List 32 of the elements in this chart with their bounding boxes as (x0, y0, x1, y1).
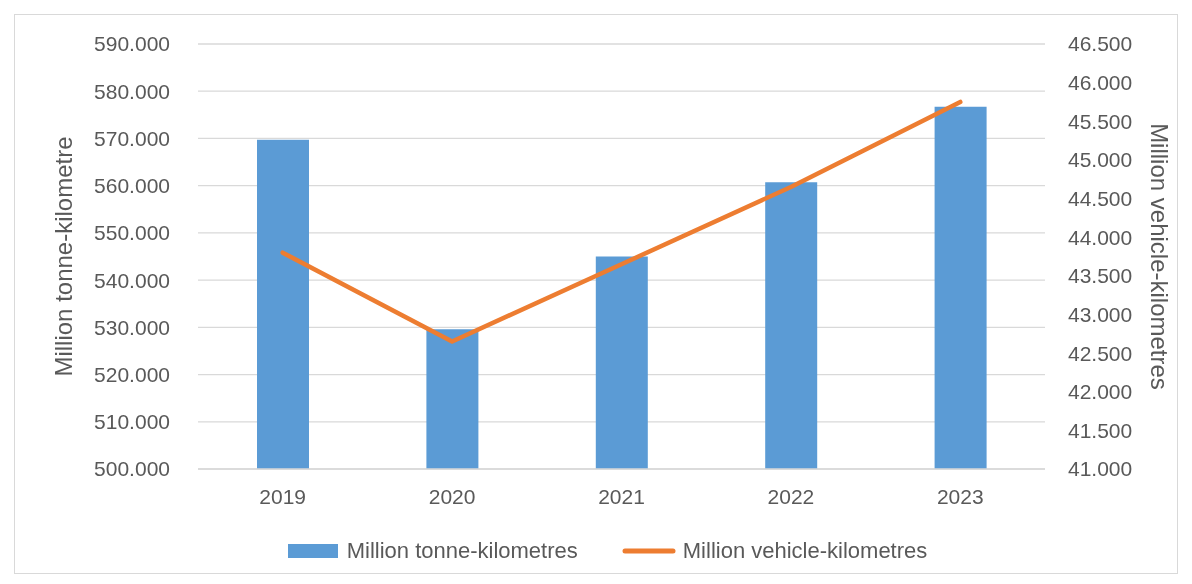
y-axis-title: Million tonne-kilometre (49, 136, 77, 377)
y2-tick-label: 41.500 (1068, 418, 1133, 442)
y2-tick-label: 41.000 (1068, 457, 1133, 481)
y2-tick-label: 46.000 (1068, 71, 1133, 95)
y2-tick-label: 42.000 (1068, 380, 1133, 404)
y2-tick-label: 44.500 (1068, 187, 1133, 210)
legend-label: Million vehicle-kilometres (682, 538, 928, 564)
x-tick-label: 2019 (259, 484, 307, 508)
legend-label: Million tonne-kilometres (346, 538, 578, 564)
y-tick-label: 500.000 (94, 457, 170, 481)
y2-tick-label: 42.500 (1068, 341, 1133, 365)
y2-axis-title: Million vehicle-kilometres (1146, 123, 1174, 390)
y-tick-label: 510.000 (94, 410, 170, 434)
x-tick-label: 2020 (428, 484, 476, 508)
y2-tick-label: 46.500 (1068, 32, 1133, 56)
y2-tick-label: 45.500 (1068, 109, 1133, 133)
y-tick-label: 580.000 (94, 79, 170, 103)
y-tick-label: 520.000 (94, 363, 170, 387)
y-tick-label: 530.000 (94, 315, 170, 339)
x-tick-label: 2021 (598, 484, 645, 508)
y2-tick-label: 45.000 (1068, 148, 1133, 172)
line-series (280, 99, 963, 344)
y2-tick-label: 44.000 (1068, 225, 1133, 249)
y2-tick-label: 43.500 (1068, 264, 1133, 288)
y-tick-label: 560.000 (94, 174, 170, 198)
y-tick-label: 550.000 (94, 221, 170, 245)
y2-tick-label: 43.000 (1068, 302, 1133, 326)
y-tick-label: 590.000 (94, 32, 170, 56)
x-tick-label: 2023 (936, 484, 984, 508)
y-tick-label: 540.000 (94, 268, 170, 292)
x-tick-label: 2022 (767, 484, 815, 508)
y-tick-label: 570.000 (94, 126, 170, 150)
